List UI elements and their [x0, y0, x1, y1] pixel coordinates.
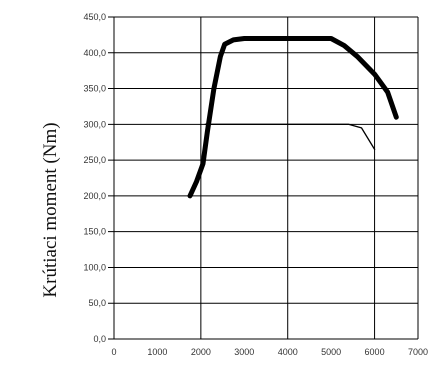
- x-tick-label: 2000: [191, 347, 211, 357]
- x-tick-label: 1000: [147, 347, 167, 357]
- y-tick-label: 450,0: [83, 12, 106, 22]
- y-tick-label: 250,0: [83, 155, 106, 165]
- y-axis-label: Krútiaci moment (Nm): [40, 122, 61, 297]
- x-tick-label: 6000: [365, 347, 385, 357]
- y-tick-label: 150,0: [83, 227, 106, 237]
- y-tick-label: 400,0: [83, 48, 106, 58]
- torque-curve-thin: [204, 123, 376, 151]
- torque-curve-thick: [187, 36, 399, 199]
- x-tick-label: 7000: [408, 347, 428, 357]
- y-tick-label: 200,0: [83, 191, 106, 201]
- tick-labels: 0,0 50,0 100,0 150,0 200,0 250,0 300,0 350,0 400…: [83, 12, 428, 357]
- y-tick-label: 100,0: [83, 262, 106, 272]
- x-tick-label: 0: [111, 347, 116, 357]
- x-tick-label: 3000: [234, 347, 254, 357]
- grid: [108, 16, 419, 340]
- y-tick-label: 350,0: [83, 84, 106, 94]
- series-group: [187, 36, 399, 199]
- x-tick-label: 5000: [321, 347, 341, 357]
- y-tick-label: 300,0: [83, 119, 106, 129]
- y-tick-label: 0,0: [93, 334, 106, 344]
- y-tick-label: 50,0: [88, 298, 106, 308]
- x-tick-label: 4000: [278, 347, 298, 357]
